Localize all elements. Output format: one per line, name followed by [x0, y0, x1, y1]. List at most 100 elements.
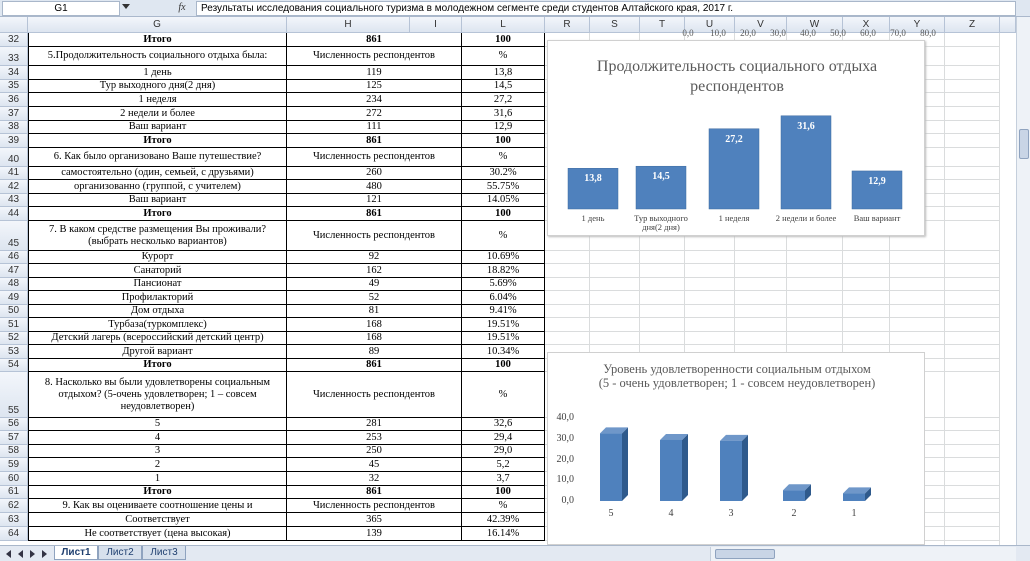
cell[interactable]: организованно (группой, с учителем): [28, 180, 287, 194]
cell[interactable]: 1 неделя: [28, 93, 287, 107]
cell[interactable]: 52: [287, 291, 462, 305]
cell[interactable]: 49: [287, 278, 462, 291]
row-header[interactable]: 42: [0, 180, 28, 194]
cell[interactable]: 13,8: [462, 66, 545, 80]
row-header[interactable]: 39: [0, 134, 28, 148]
cell[interactable]: 5.Продолжительность социального отдыха б…: [28, 47, 287, 66]
tab-nav-last[interactable]: [42, 550, 47, 558]
cell[interactable]: 1 день: [28, 66, 287, 80]
cell[interactable]: Профилакторий: [28, 291, 287, 305]
cell[interactable]: 861: [287, 33, 462, 47]
column-header[interactable]: T: [640, 17, 685, 33]
cell[interactable]: Итого: [28, 486, 287, 499]
column-header[interactable]: U: [685, 17, 735, 33]
cell[interactable]: 125: [287, 80, 462, 93]
cell[interactable]: %: [462, 499, 545, 513]
cell[interactable]: 10.69%: [462, 251, 545, 264]
cell[interactable]: %: [462, 221, 545, 251]
row-header[interactable]: 41: [0, 167, 28, 180]
cell[interactable]: 253: [287, 431, 462, 445]
cell[interactable]: Итого: [28, 33, 287, 47]
cell[interactable]: Тур выходного дня(2 дня): [28, 80, 287, 93]
cell[interactable]: 5: [28, 418, 287, 431]
cell[interactable]: 92: [287, 251, 462, 264]
column-header[interactable]: I: [410, 17, 462, 33]
cell[interactable]: 7. В каком средстве размещения Вы прожив…: [28, 221, 287, 251]
cell[interactable]: 81: [287, 305, 462, 318]
row-header[interactable]: 35: [0, 80, 28, 93]
sheet-tab[interactable]: Лист2: [98, 546, 142, 560]
cell[interactable]: 18.82%: [462, 264, 545, 278]
column-header[interactable]: X: [843, 17, 890, 33]
sheet-tab[interactable]: Лист3: [142, 546, 186, 560]
row-header[interactable]: 55: [0, 372, 28, 418]
row-header[interactable]: 48: [0, 278, 28, 291]
cell[interactable]: 31,6: [462, 107, 545, 121]
cell[interactable]: Турбаза(туркомплекс): [28, 318, 287, 332]
row-header[interactable]: 34: [0, 66, 28, 80]
row-header[interactable]: 43: [0, 194, 28, 207]
cell[interactable]: 3,7: [462, 472, 545, 486]
cell[interactable]: 119: [287, 66, 462, 80]
dropdown-arrow[interactable]: [122, 4, 130, 9]
cell[interactable]: Численность респондентов: [287, 499, 462, 513]
cell[interactable]: самостоятельно (один, семьей, с друзьями…: [28, 167, 287, 180]
cell[interactable]: 55.75%: [462, 180, 545, 194]
cell[interactable]: 250: [287, 445, 462, 458]
row-header[interactable]: 38: [0, 121, 28, 134]
cell[interactable]: 861: [287, 207, 462, 221]
cell[interactable]: 168: [287, 318, 462, 332]
cell[interactable]: Итого: [28, 134, 287, 148]
cell[interactable]: 861: [287, 359, 462, 372]
cell[interactable]: 10.34%: [462, 345, 545, 359]
cell[interactable]: 2 недели и более: [28, 107, 287, 121]
cell[interactable]: 111: [287, 121, 462, 134]
chart[interactable]: Уровень удовлетворенности социальным отд…: [547, 352, 925, 545]
function-button[interactable]: fx: [178, 2, 186, 13]
cell[interactable]: Соответствует: [28, 513, 287, 527]
row-header[interactable]: 40: [0, 148, 28, 167]
cell[interactable]: 100: [462, 486, 545, 499]
row-header[interactable]: 32: [0, 33, 28, 47]
cell[interactable]: 12,9: [462, 121, 545, 134]
cell[interactable]: Пансионат: [28, 278, 287, 291]
sheet-tab[interactable]: Лист1: [54, 546, 98, 560]
cell[interactable]: Дом отдыха: [28, 305, 287, 318]
cell[interactable]: 6.04%: [462, 291, 545, 305]
row-header[interactable]: 51: [0, 318, 28, 332]
cell[interactable]: Итого: [28, 359, 287, 372]
column-header[interactable]: R: [545, 17, 590, 33]
row-header[interactable]: 61: [0, 486, 28, 499]
cell[interactable]: 19.51%: [462, 332, 545, 345]
cell[interactable]: 168: [287, 332, 462, 345]
cell[interactable]: 861: [287, 486, 462, 499]
row-header[interactable]: 44: [0, 207, 28, 221]
cell[interactable]: 260: [287, 167, 462, 180]
cell[interactable]: Численность респондентов: [287, 372, 462, 418]
cell[interactable]: 6. Как было организовано Ваше путешестви…: [28, 148, 287, 167]
cell[interactable]: Численность респондентов: [287, 221, 462, 251]
cell[interactable]: 9. Как вы оцениваете соотношение цены и: [28, 499, 287, 513]
row-header[interactable]: 46: [0, 251, 28, 264]
cell[interactable]: 32,6: [462, 418, 545, 431]
row-header[interactable]: 52: [0, 332, 28, 345]
row-header[interactable]: 36: [0, 93, 28, 107]
column-header[interactable]: L: [462, 17, 545, 33]
cell[interactable]: 121: [287, 194, 462, 207]
cell[interactable]: Не соответствует (цена высокая): [28, 527, 287, 541]
formula-input[interactable]: Результаты исследования социального тури…: [196, 1, 1016, 16]
cell[interactable]: 4: [28, 431, 287, 445]
name-box[interactable]: G1: [2, 1, 120, 16]
vertical-scrollbar[interactable]: [1016, 17, 1030, 545]
scroll-thumb[interactable]: [1019, 129, 1029, 159]
cell[interactable]: 8. Насколько вы были удовлетворены социа…: [28, 372, 287, 418]
cell[interactable]: 29,0: [462, 445, 545, 458]
cell[interactable]: Санаторий: [28, 264, 287, 278]
cell[interactable]: 480: [287, 180, 462, 194]
cell[interactable]: 234: [287, 93, 462, 107]
cell[interactable]: 5.69%: [462, 278, 545, 291]
row-header[interactable]: 62: [0, 499, 28, 513]
cell[interactable]: 272: [287, 107, 462, 121]
cell[interactable]: 162: [287, 264, 462, 278]
tab-nav-prev[interactable]: [18, 550, 23, 558]
